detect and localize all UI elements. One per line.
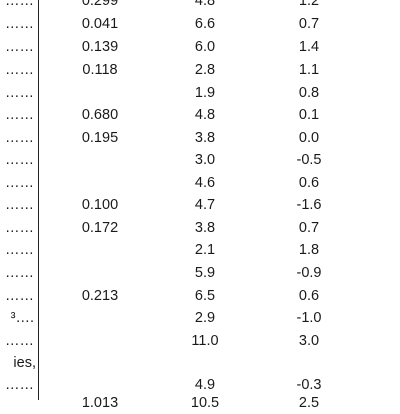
cell-col3: 0.1 bbox=[298, 107, 320, 123]
row-leader: …… bbox=[5, 16, 34, 32]
cell-col3: 1.1 bbox=[298, 62, 320, 78]
table-row: …… 5.9 -0.9 bbox=[0, 262, 400, 284]
cell-col1: 0.299 bbox=[81, 0, 119, 9]
table-row: …… 2.1 1.8 bbox=[0, 239, 400, 261]
row-leader: …… bbox=[5, 242, 34, 258]
table-row: …… 0.172 3.8 0.7 bbox=[0, 217, 400, 239]
cell-col3: 0.6 bbox=[298, 175, 320, 191]
cell-col3: 1.2 bbox=[298, 0, 320, 9]
cell-col2: 10.5 bbox=[190, 395, 220, 411]
cell-col2: 4.8 bbox=[194, 107, 216, 123]
table-row: …… 4.9 -0.3 bbox=[0, 374, 400, 396]
cell-col2: 3.8 bbox=[194, 220, 216, 236]
row-leader: …… bbox=[5, 220, 34, 236]
table-row: …… 3.0 -0.5 bbox=[0, 149, 400, 171]
cell-col1: 0.139 bbox=[81, 39, 119, 55]
table-row: …… 0.041 6.6 0.7 bbox=[0, 13, 400, 35]
cell-col2: 4.8 bbox=[194, 0, 216, 9]
wrapped-label-line: ies, bbox=[0, 352, 400, 374]
cell-col2: 1.9 bbox=[194, 85, 216, 101]
row-leader: …… bbox=[5, 0, 34, 9]
row-leader: …… bbox=[5, 85, 34, 101]
row-leader: …… bbox=[5, 288, 34, 304]
table-row: …… 0.139 6.0 1.4 bbox=[0, 36, 400, 58]
table-row: …… 0.118 2.8 1.1 bbox=[0, 59, 400, 81]
table-row: …… 4.6 0.6 bbox=[0, 172, 400, 194]
row-leader: …… bbox=[5, 39, 34, 55]
cell-col2: 2.8 bbox=[194, 62, 216, 78]
table-row: …… 11.0 3.0 bbox=[0, 330, 400, 352]
row-leader: …… bbox=[5, 175, 34, 191]
cell-col3: 0.8 bbox=[298, 85, 320, 101]
cell-col2: 2.1 bbox=[194, 242, 216, 258]
cell-col2: 3.0 bbox=[194, 152, 216, 168]
table-row: ³…. 2.9 -1.0 bbox=[0, 307, 400, 329]
cell-col1: 0.100 bbox=[81, 197, 119, 213]
cell-col3: -0.9 bbox=[296, 265, 322, 281]
cell-col3: 1.4 bbox=[298, 39, 320, 55]
cell-col2: 6.5 bbox=[194, 288, 216, 304]
cell-col3: 0.7 bbox=[298, 16, 320, 32]
row-leader: …… bbox=[5, 62, 34, 78]
row-leader: …… bbox=[5, 333, 34, 349]
table-row: …… 0.680 4.8 0.1 bbox=[0, 104, 400, 126]
row-leader: ³…. bbox=[10, 310, 34, 326]
row-leader: …… bbox=[5, 107, 34, 123]
table-row: …… 1.9 0.8 bbox=[0, 82, 400, 104]
row-leader: …… bbox=[5, 265, 34, 281]
cell-col1: 0.195 bbox=[81, 130, 119, 146]
cell-col2: 6.6 bbox=[194, 16, 216, 32]
cell-col1: 0.213 bbox=[81, 288, 119, 304]
row-leader: …… bbox=[5, 197, 34, 213]
row-leader: …… bbox=[5, 377, 34, 393]
cell-col2: 6.0 bbox=[194, 39, 216, 55]
column-divider bbox=[38, 0, 39, 400]
row-leader: …… bbox=[5, 130, 34, 146]
cell-col1: 0.680 bbox=[81, 107, 119, 123]
cell-col3: 0.0 bbox=[298, 130, 320, 146]
cell-col3: -0.5 bbox=[296, 152, 322, 168]
table-row: 1.013 10.5 2.5 bbox=[0, 392, 400, 414]
cell-col2: 11.0 bbox=[191, 333, 219, 349]
cell-col1: 0.172 bbox=[81, 220, 119, 236]
table-row: …… 0.100 4.7 -1.6 bbox=[0, 194, 400, 216]
cell-col3: -1.0 bbox=[296, 310, 322, 326]
cell-col3: 2.5 bbox=[298, 395, 320, 411]
cell-col3: 3.0 bbox=[298, 333, 320, 349]
cell-col1: 1.013 bbox=[81, 395, 119, 411]
cell-col2: 3.8 bbox=[194, 130, 216, 146]
row-leader: …… bbox=[5, 152, 34, 168]
wrapped-label-text: ies, bbox=[13, 355, 36, 371]
cell-col3: 0.6 bbox=[298, 288, 320, 304]
cell-col2: 2.9 bbox=[194, 310, 216, 326]
table-row: …… 0.299 4.8 1.2 bbox=[0, 0, 400, 12]
table-row: …… 0.213 6.5 0.6 bbox=[0, 285, 400, 307]
cell-col1: 0.041 bbox=[81, 16, 119, 32]
cell-col3: 1.8 bbox=[298, 242, 320, 258]
cell-col3: -1.6 bbox=[296, 197, 322, 213]
cell-col2: 5.9 bbox=[194, 265, 216, 281]
cell-col3: 0.7 bbox=[298, 220, 320, 236]
cell-col2: 4.9 bbox=[194, 377, 216, 393]
cell-col2: 4.6 bbox=[194, 175, 216, 191]
cell-col3: -0.3 bbox=[296, 377, 322, 393]
table-row: …… 0.195 3.8 0.0 bbox=[0, 127, 400, 149]
cell-col1: 0.118 bbox=[82, 62, 118, 78]
cell-col2: 4.7 bbox=[194, 197, 216, 213]
